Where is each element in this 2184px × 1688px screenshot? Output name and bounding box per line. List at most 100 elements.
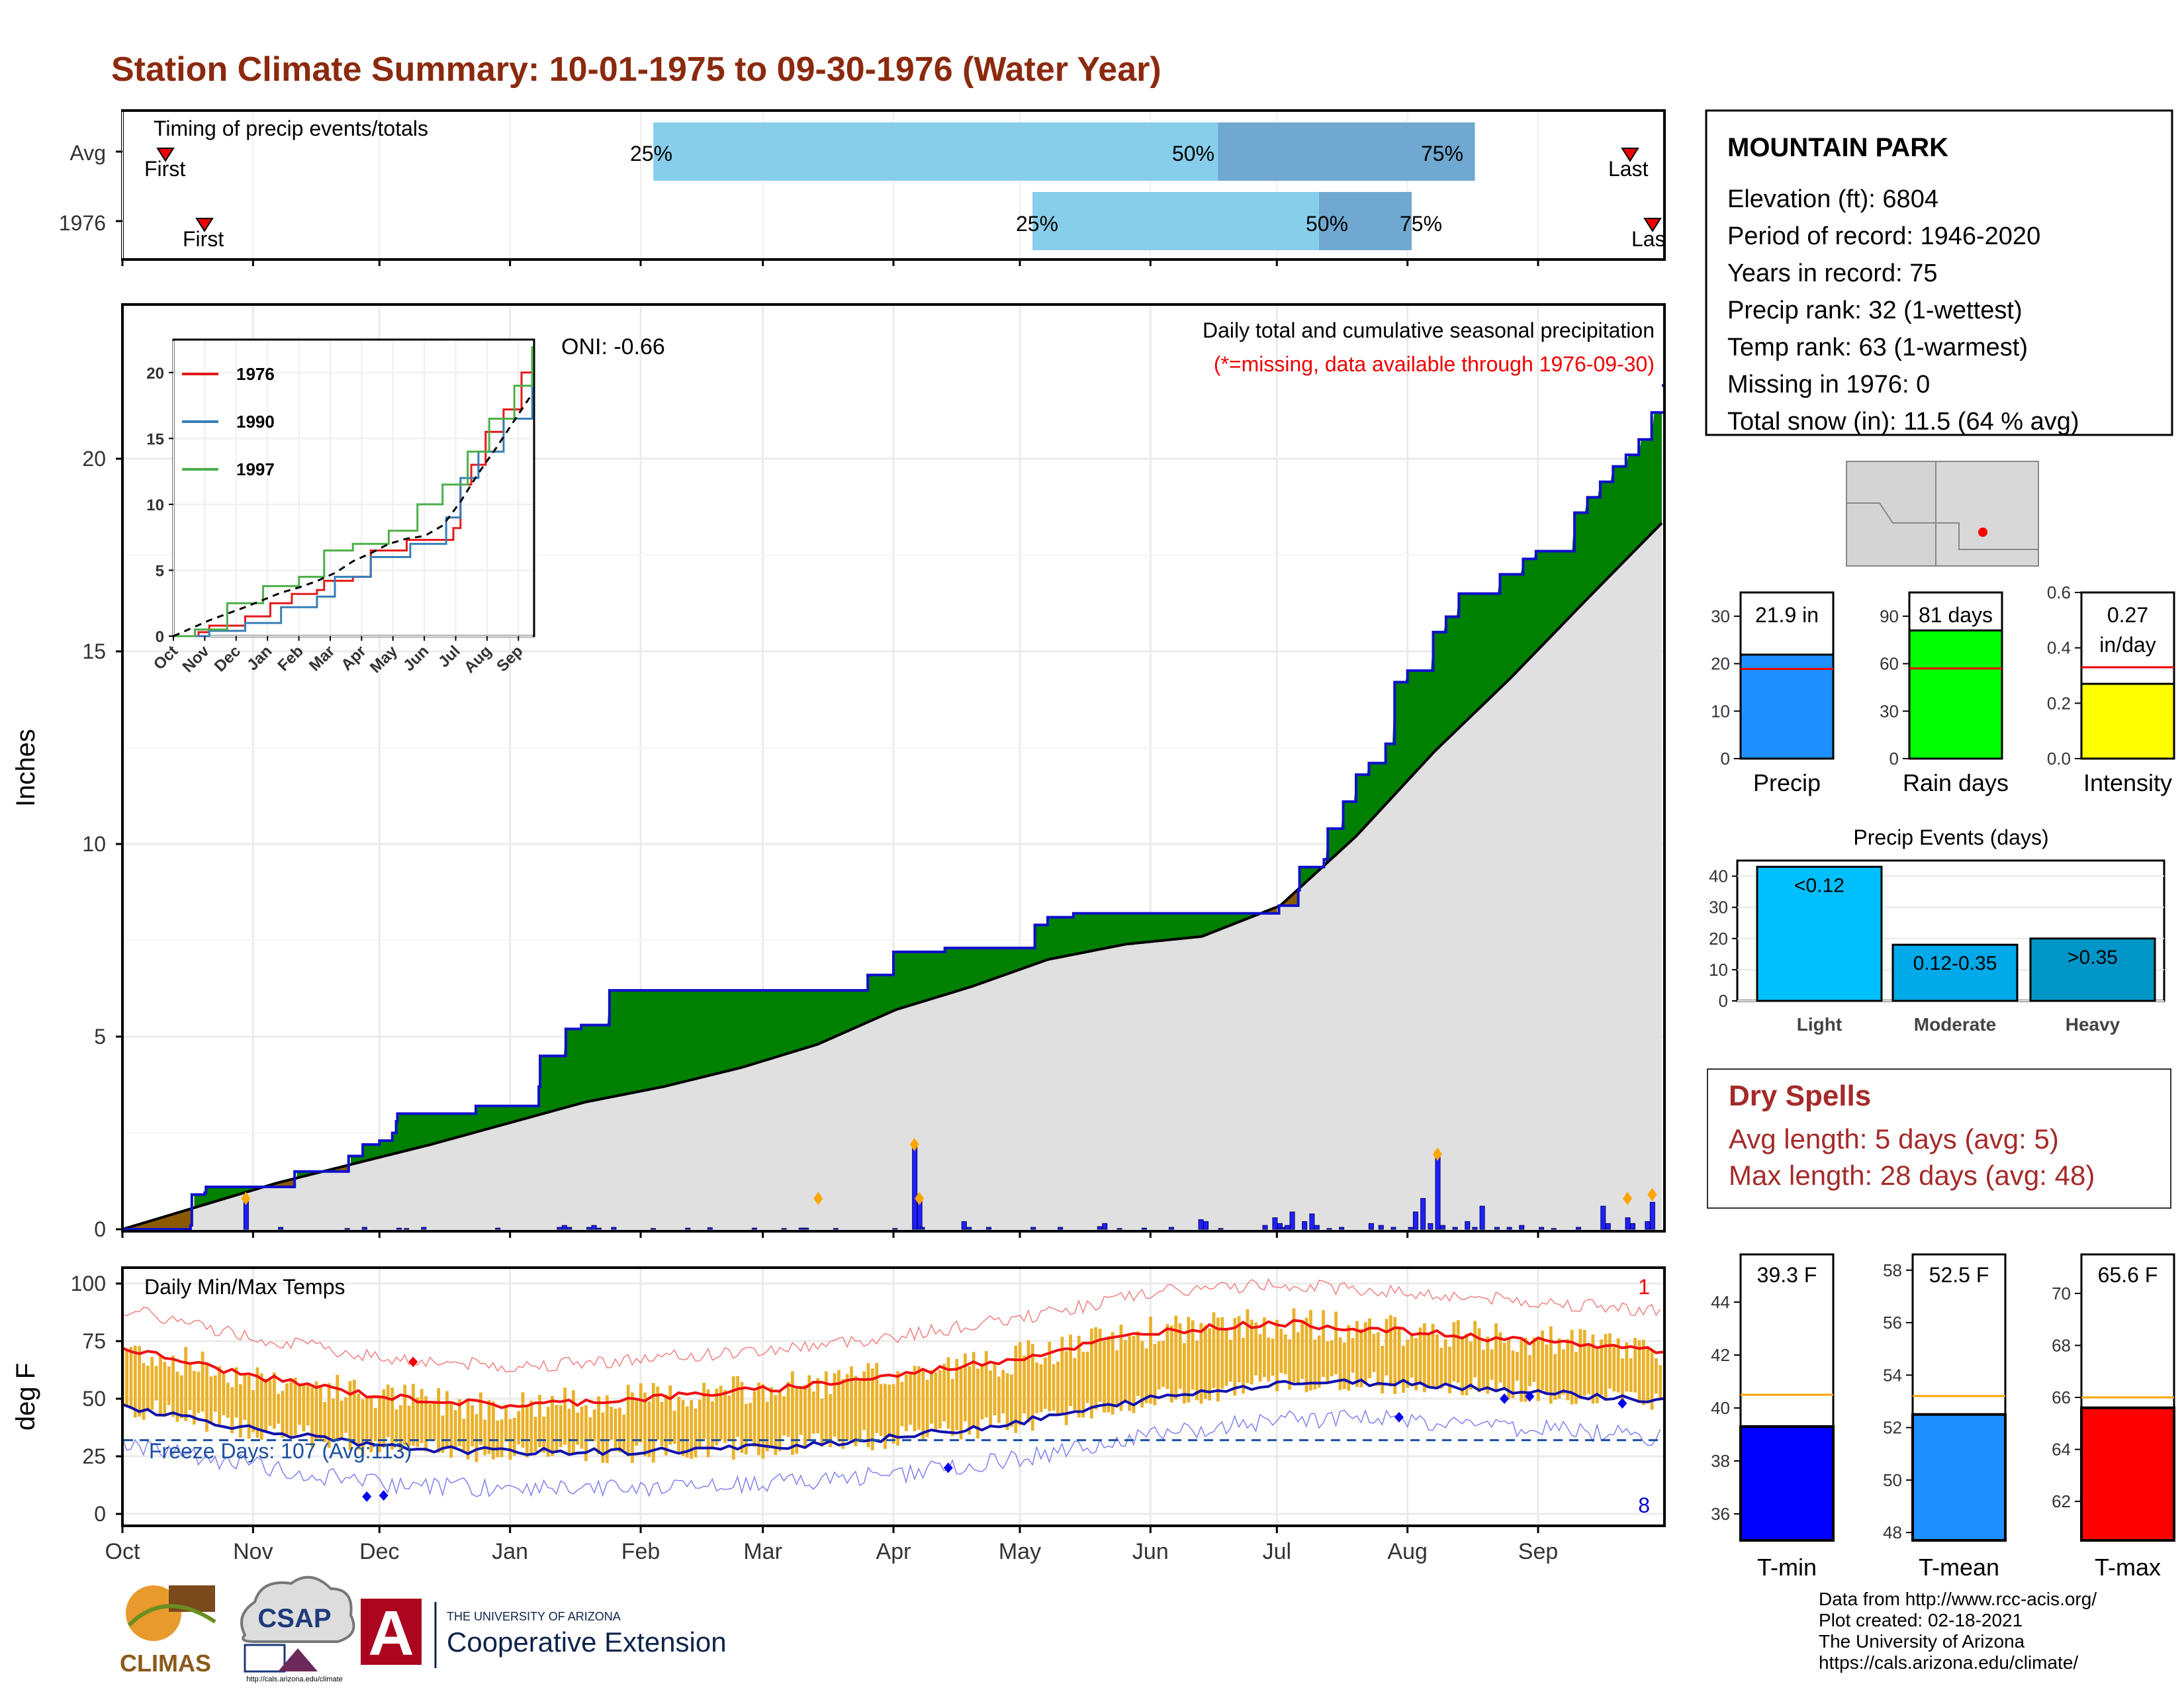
temp-range-bar	[618, 1407, 621, 1452]
mini-bar-axis-label: Precip	[1753, 769, 1821, 796]
temp-range-bar	[761, 1384, 765, 1459]
temp-range-bar	[538, 1395, 541, 1448]
temp-range-bar	[125, 1350, 128, 1407]
daily-precip-bar	[1519, 1225, 1525, 1230]
temp-range-bar	[471, 1405, 474, 1447]
temp-range-bar	[1342, 1342, 1346, 1389]
daily-precip-bar	[1302, 1221, 1308, 1230]
temp-range-bar	[542, 1416, 546, 1453]
temp-range-bar	[690, 1399, 694, 1459]
temp-range-bar	[365, 1395, 369, 1444]
month-label: Aug	[1387, 1539, 1428, 1564]
heavy-event-marker	[909, 1137, 919, 1151]
mini-bar-precip: 0 10 20 30 21.9 in Precip	[1711, 591, 1835, 796]
temp-range-bar	[344, 1397, 348, 1433]
timing-label: Timing of precip events/totals	[154, 117, 428, 140]
mini-bar-tick-label: 30	[1711, 606, 1730, 626]
freeze-days-label: Freeze Days: 107 (Avg:113)	[149, 1439, 412, 1463]
daily-precip-bar	[1452, 1227, 1458, 1230]
daily-precip-bar	[1314, 1225, 1320, 1230]
station-line: Precip rank: 32 (1-wettest)	[1727, 297, 2023, 324]
daily-precip-bar	[1058, 1227, 1064, 1230]
mini-bar-value-label: in/day	[2099, 633, 2156, 657]
temp-range-bar	[1191, 1320, 1195, 1390]
temp-range-bar	[306, 1383, 310, 1426]
events-tick-label: 0	[1719, 991, 1728, 1011]
temp-range-bar	[1465, 1333, 1469, 1395]
locator-map	[1846, 461, 2039, 567]
temp-range-bar	[1637, 1340, 1641, 1403]
temp-range-bar	[1625, 1342, 1629, 1392]
daily-precip-bar	[707, 1227, 713, 1230]
map-border	[1846, 502, 1936, 524]
temp-range-bar	[858, 1380, 862, 1442]
csap-logo: CSAP http://cals.arizona.edu/climate	[240, 1575, 355, 1683]
temp-range-bar	[1334, 1311, 1338, 1375]
mini-bar-intensity: 0.0 0.2 0.4 0.6 0.27 in/day Intensity	[2047, 583, 2175, 796]
ua-a-block	[361, 1599, 422, 1665]
temp-range-bar	[631, 1392, 634, 1463]
temp-range-bar	[142, 1363, 146, 1420]
mini-bar-value-label: 21.9 in	[1755, 603, 1819, 627]
map-state-arizona	[1846, 461, 1936, 567]
temp-range-bar	[184, 1346, 188, 1421]
temp-range-bar	[1545, 1344, 1549, 1394]
temp-range-bar	[1090, 1329, 1093, 1419]
record-low-marker	[379, 1490, 388, 1501]
events-bar-heavy	[2029, 937, 2156, 1002]
temp-range-bar	[302, 1384, 306, 1432]
temp-range-bar	[1030, 1344, 1034, 1431]
temp-range-bar	[1574, 1352, 1578, 1404]
temp-range-bar	[1456, 1320, 1460, 1383]
month-label: Oct	[105, 1539, 140, 1564]
temp-bar-value	[2080, 1406, 2175, 1542]
temp-range-bar	[171, 1355, 175, 1417]
temp-range-bar	[811, 1391, 815, 1434]
temp-range-bar	[884, 1383, 887, 1449]
temp-range-bar	[285, 1383, 289, 1437]
temp-ytick-label: 0	[94, 1502, 106, 1526]
temp-range-bar	[1064, 1351, 1068, 1425]
temp-bar-value-label: 65.6 F	[2098, 1263, 2158, 1287]
temp-range-bar	[917, 1366, 921, 1430]
precip-ytick-label: 20	[82, 447, 106, 471]
precip-areas	[122, 384, 1666, 1231]
timing-year-p50: 50%	[1306, 212, 1348, 236]
temp-range-bar	[765, 1401, 769, 1452]
temp-range-bar	[369, 1398, 373, 1452]
daily-precip-bar	[912, 1144, 918, 1230]
temp-range-bar	[1397, 1326, 1401, 1383]
daily-precip-bar	[1576, 1227, 1582, 1230]
credit-line: The University of Arizona	[1819, 1631, 2025, 1652]
temp-range-bar	[1591, 1335, 1595, 1404]
temp-range-bar	[1077, 1335, 1081, 1418]
temp-range-bar	[1338, 1337, 1342, 1391]
temp-range-bar	[896, 1371, 899, 1446]
temp-range-bar	[1018, 1342, 1022, 1425]
events-tick-label: 40	[1709, 867, 1728, 886]
temp-range-bar	[398, 1405, 402, 1452]
temp-range-bar	[1103, 1340, 1106, 1413]
temp-range-bar	[340, 1400, 343, 1438]
temp-range-bar	[1347, 1325, 1351, 1391]
temp-range-bar	[668, 1385, 672, 1445]
temp-range-bar	[197, 1372, 201, 1413]
temp-range-bar	[647, 1401, 651, 1458]
temp-range-bar	[715, 1388, 719, 1446]
heavy-event-marker	[241, 1192, 251, 1205]
temp-range-bar	[841, 1379, 845, 1449]
temp-range-bar	[656, 1386, 660, 1440]
dry-spells-max: Max length: 28 days (avg: 48)	[1729, 1160, 2095, 1191]
temp-range-bar	[1469, 1341, 1473, 1390]
temp-range-bar	[357, 1393, 361, 1450]
temp-range-bar	[862, 1371, 866, 1430]
temp-range-bar	[1566, 1338, 1570, 1401]
temp-range-bar	[201, 1351, 205, 1412]
temp-range-bar	[1208, 1328, 1212, 1401]
temp-range-bar	[921, 1370, 925, 1441]
temp-bar-charts: 36 38 40 42 44 39.3 F T-min 48 50 52 54 56 58 52.5 F T…	[1711, 1253, 2175, 1581]
precip-daily-bars	[241, 1137, 1657, 1230]
temp-range-bar	[382, 1389, 386, 1448]
temp-range-bar	[934, 1372, 938, 1432]
temp-range-bar	[1271, 1338, 1275, 1376]
